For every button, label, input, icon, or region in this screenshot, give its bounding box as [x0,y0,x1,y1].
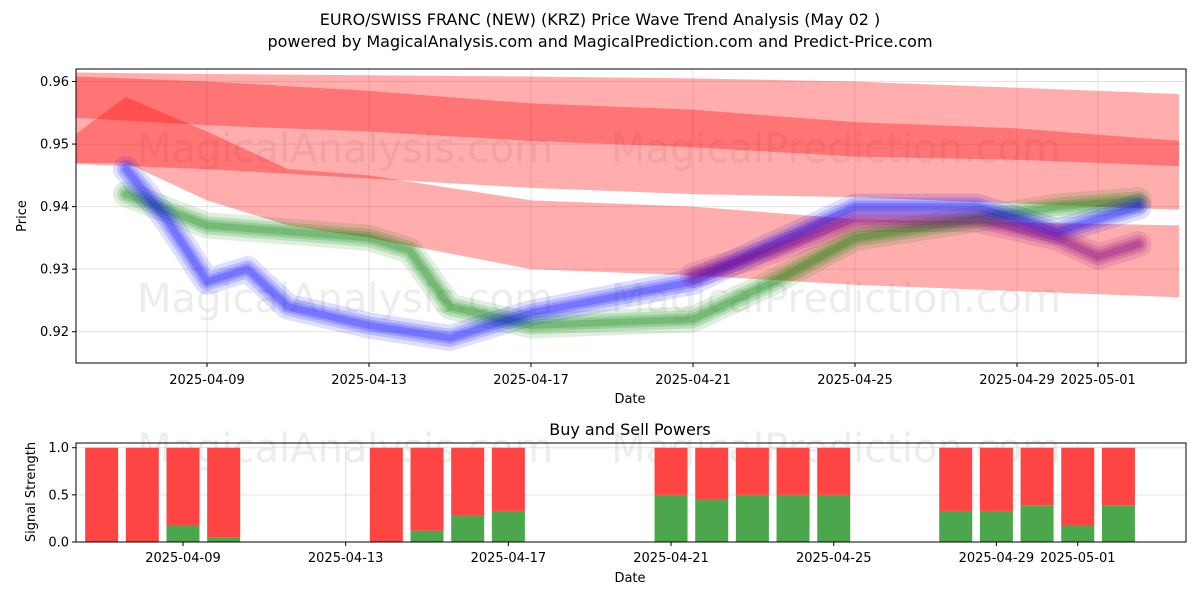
x-tick-label: 2025-04-29 [979,373,1055,388]
watermark-text: MagicalPrediction.com [611,126,1061,172]
wave-green [113,181,1152,339]
buy-bar [207,537,241,542]
watermark-text: MagicalPrediction.com [611,276,1061,322]
chart-subtitle: powered by MagicalAnalysis.com and Magic… [267,32,932,51]
wave-blue [113,156,1152,351]
wave-purple [687,213,1145,282]
sell-bar [451,447,485,516]
buy-bar [695,499,729,542]
sell-bar [979,447,1013,511]
buy-bar [451,515,485,542]
wave-purple [684,210,1148,285]
x-tick-label: 2025-04-21 [633,551,709,566]
buy-bar [939,510,973,542]
chart-title: EURO/SWISS FRANC (NEW) (KRZ) Price Wave … [320,10,881,29]
y-tick-label: 0.95 [40,138,69,153]
plot-frame [75,442,1187,543]
x-tick-label: 2025-04-09 [145,551,221,566]
y-tick-label: 0.93 [40,263,69,278]
x-axis-label: Date [614,571,645,586]
wave-blue [122,165,1142,342]
sell-bar [85,447,119,542]
wave-green [122,190,1142,329]
sell-bar [1020,447,1054,506]
watermark-text: MagicalAnalysis.com [137,276,553,322]
wave-green [117,185,1148,335]
watermark-text: MagicalAnalysis.com [137,126,553,172]
y-tick-label: 0.96 [40,75,69,90]
y-axis-label: Price [15,200,30,232]
buy-bar [979,510,1013,542]
wave-blue [117,160,1148,347]
sell-bar [735,447,769,495]
band-red [76,72,1179,210]
sell-bar [1061,447,1095,526]
sell-bar [491,447,525,511]
buy-bar [1020,505,1054,542]
x-tick-label: 2025-04-17 [471,551,547,566]
signal-panel: MagicalAnalysis.comMagicalPrediction.com… [24,420,1187,586]
y-tick-label: 0.5 [48,488,69,503]
x-tick-label: 2025-05-01 [1040,551,1116,566]
wave-purple [689,215,1142,279]
sell-bar [817,447,851,495]
sell-bar [654,447,688,495]
wave-blue [120,163,1145,344]
price-panel: MagicalAnalysis.com MagicalPrediction.com… [15,68,1187,407]
sell-bar [695,447,729,500]
x-tick-label: 2025-04-25 [817,373,893,388]
sell-bar [369,447,403,542]
x-tick-label: 2025-04-25 [796,551,872,566]
signal-chart-title: Buy and Sell Powers [549,420,711,439]
wave-purple [680,206,1152,289]
x-tick-label: 2025-04-13 [308,551,384,566]
wave-green [120,188,1145,332]
sell-bar [410,447,444,531]
x-tick-label: 2025-04-13 [331,373,407,388]
x-tick-label: 2025-04-29 [959,551,1035,566]
buy-bar [166,525,200,542]
x-tick-label: 2025-05-01 [1060,373,1136,388]
sell-bar [166,447,200,526]
x-tick-label: 2025-04-17 [493,373,569,388]
y-tick-label: 0.92 [40,325,69,340]
band-red [76,97,1179,298]
x-axis-label: Date [614,392,645,407]
sell-bar [125,447,159,542]
sell-bar [1101,447,1135,506]
plot-frame [75,68,1187,364]
buy-bar [735,494,769,542]
band-red [76,76,1179,166]
sell-bar [207,447,241,538]
plot-area [76,72,1179,351]
y-tick-label: 0.94 [40,200,69,215]
x-tick-label: 2025-04-21 [655,373,731,388]
buy-bar [410,530,444,542]
y-tick-label: 0.0 [48,536,69,551]
x-tick-label: 2025-04-09 [169,373,245,388]
buy-bar [1061,525,1095,542]
buy-bar [1101,505,1135,542]
buy-bar [491,510,525,542]
sell-bar [939,447,973,511]
buy-bar [654,494,688,542]
y-tick-label: 1.0 [48,441,69,456]
sell-bar [776,447,810,495]
buy-bar [776,494,810,542]
y-axis-label: Signal Strength [24,442,39,542]
buy-bar [817,494,851,542]
